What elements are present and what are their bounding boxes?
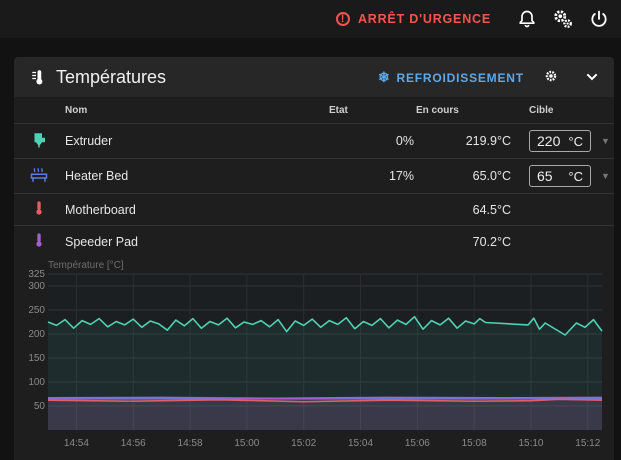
emergency-stop-label: ARRÊT D'URGENCE (357, 12, 491, 26)
row-name: Speeder Pad (64, 225, 328, 257)
target-value: 220 (537, 133, 561, 149)
emergency-stop-button[interactable]: ! ARRÊT D'URGENCE (335, 12, 491, 26)
snowflake-icon: ❄ (378, 69, 391, 85)
alert-circle-icon: ! (335, 12, 350, 26)
thermometer-icon (36, 201, 42, 215)
top-app-bar: ! ARRÊT D'URGENCE (0, 0, 621, 38)
row-name: Heater Bed (64, 158, 328, 194)
target-unit: °C (568, 168, 583, 184)
temperature-chart-container: 50 100 150 200 250 300 325 14:54 14:56 14:58 15:00… (14, 257, 614, 460)
header-target: Cible (529, 104, 554, 116)
table-row-extruder: Extruder 0% 219.9°C 220 °C ▼ (14, 123, 614, 159)
extruder-target-input[interactable]: 220 °C (529, 130, 591, 152)
header-state: Etat (329, 104, 348, 116)
header-icon-cell (14, 97, 64, 124)
power-icon (591, 10, 607, 27)
series-area-2 (48, 399, 602, 430)
x-tick-label: 15:10 (518, 438, 543, 449)
caret-down-icon[interactable]: ▼ (601, 136, 610, 146)
table-row-heater-bed: Heater Bed 17% 65.0°C 65 °C ▼ (14, 158, 614, 194)
x-tick-label: 14:58 (178, 438, 203, 449)
x-tick-label: 15:08 (462, 438, 487, 449)
row-name: Extruder (64, 123, 328, 159)
table-row-speeder-pad: Speeder Pad 70.2°C (14, 225, 614, 257)
caret-down-icon[interactable]: ▼ (601, 171, 610, 181)
header-current: En cours (416, 104, 459, 116)
series-line-3 (47, 396, 603, 400)
x-tick-label: 15:12 (575, 438, 600, 449)
x-tick-label: 14:54 (64, 438, 89, 449)
cooldown-label: REFROIDISSEMENT (396, 70, 524, 85)
x-tick-label: 15:06 (405, 438, 430, 449)
cooldown-button[interactable]: ❄ REFROIDISSEMENT (378, 69, 524, 86)
series-area-3 (48, 397, 602, 430)
y-tick-label: 300 (28, 281, 45, 292)
table-header-row: Nom Etat En cours Cible (14, 97, 614, 124)
y-tick-label: 325 (28, 269, 45, 280)
y-axis-title: Température [°C] (48, 260, 124, 271)
chevron-down-icon[interactable] (584, 69, 600, 85)
table-row-motherboard: Motherboard 64.5°C (14, 193, 614, 226)
target-value: 65 (537, 168, 553, 184)
plot-area (48, 274, 602, 430)
x-tick-label: 15:00 (234, 438, 259, 449)
x-tick-label: 15:02 (291, 438, 316, 449)
temperature-table: Nom Etat En cours Cible Extruder 0% 219.… (14, 97, 614, 257)
y-tick-label: 50 (34, 401, 46, 412)
panel-title: Températures (56, 66, 167, 87)
gears-icon (554, 10, 572, 28)
extruder-icon (34, 132, 45, 147)
heater-bed-icon (30, 167, 48, 182)
y-tick-label: 200 (28, 329, 45, 340)
x-tick-label: 14:56 (121, 438, 146, 449)
bell-icon (519, 10, 535, 28)
series-line-0 (47, 315, 603, 336)
row-current: 70.2°C (415, 225, 512, 257)
y-tick-label: 150 (28, 353, 45, 364)
row-state (328, 193, 415, 226)
panel-header: Températures ❄ REFROIDISSEMENT (14, 57, 614, 97)
thermometer-icon (36, 233, 42, 247)
heater-bed-target-input[interactable]: 65 °C (529, 165, 591, 187)
header-name: Nom (65, 104, 88, 116)
row-state: 17% (328, 158, 415, 194)
notifications-button[interactable] (515, 7, 539, 31)
series-area-1 (48, 398, 602, 430)
y-tick-label: 100 (28, 377, 45, 388)
row-current: 64.5°C (415, 193, 512, 226)
target-unit: °C (568, 133, 583, 149)
row-name: Motherboard (64, 193, 328, 226)
row-state (328, 225, 415, 257)
power-button[interactable] (587, 7, 611, 31)
gear-icon[interactable] (544, 69, 558, 83)
settings-button[interactable] (551, 7, 575, 31)
y-tick-label: 250 (28, 305, 45, 316)
row-current: 65.0°C (415, 158, 512, 194)
temperatures-panel: Températures ❄ REFROIDISSEMENT Nom Etat … (14, 57, 614, 460)
row-state: 0% (328, 123, 415, 159)
series-line-2 (47, 398, 603, 403)
row-current: 219.9°C (415, 123, 512, 159)
x-tick-label: 15:04 (348, 438, 373, 449)
thermometer-lines-icon (32, 70, 43, 85)
